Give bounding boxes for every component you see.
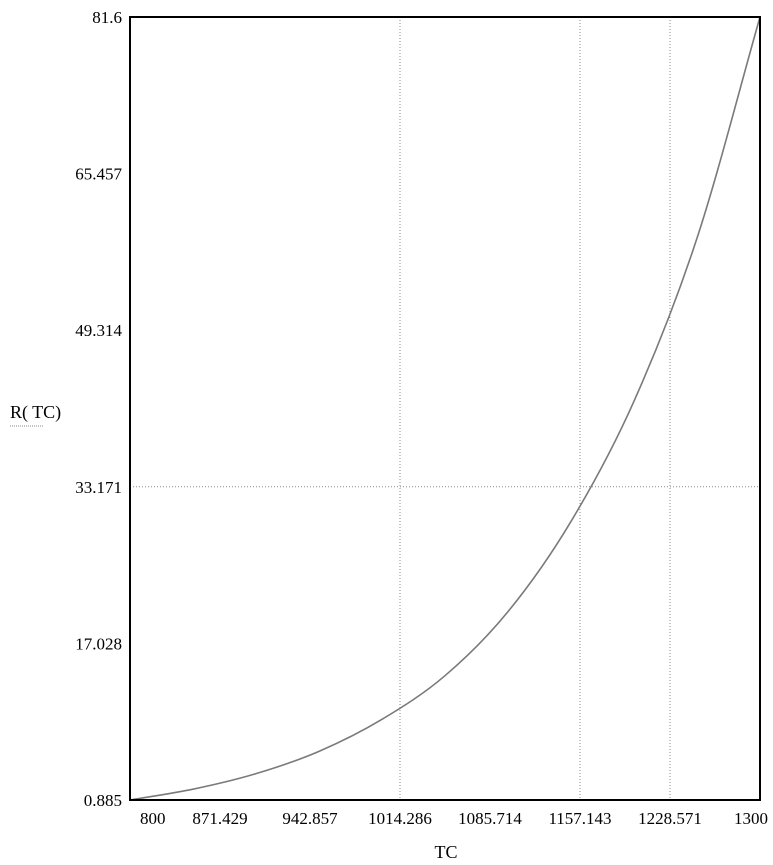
y-tick-label: 0.885 [84, 791, 122, 810]
x-tick-label: 1157.143 [548, 809, 611, 828]
plot-frame [129, 16, 761, 801]
x-tick-label: 1014.286 [368, 809, 432, 828]
x-tick-label: 800 [140, 809, 166, 828]
y-tick-label: 65.457 [75, 165, 122, 184]
y-tick-label: 81.6 [92, 8, 122, 27]
y-tick-label: 49.314 [75, 321, 122, 340]
y-axis-label: R( TC) [10, 402, 61, 423]
x-tick-label: 1085.714 [458, 809, 522, 828]
x-axis-label: TC [434, 842, 457, 862]
x-tick-label: 1300 [734, 809, 768, 828]
x-tick-label: 1228.571 [638, 809, 702, 828]
series-curves [129, 16, 761, 801]
y-tick-label: 33.171 [75, 478, 122, 497]
x-tick-label: 942.857 [282, 809, 338, 828]
series-line [129, 16, 761, 801]
y-tick-label: 17.028 [75, 634, 122, 653]
x-tick-label: 871.429 [192, 809, 247, 828]
y-tick-labels: 0.885 17.028 33.171 49.314 65.457 81.6 [75, 8, 122, 810]
x-tick-labels: 800 871.429 942.857 1014.286 1085.714 1157.14… [140, 809, 768, 828]
reference-lines [130, 17, 760, 800]
